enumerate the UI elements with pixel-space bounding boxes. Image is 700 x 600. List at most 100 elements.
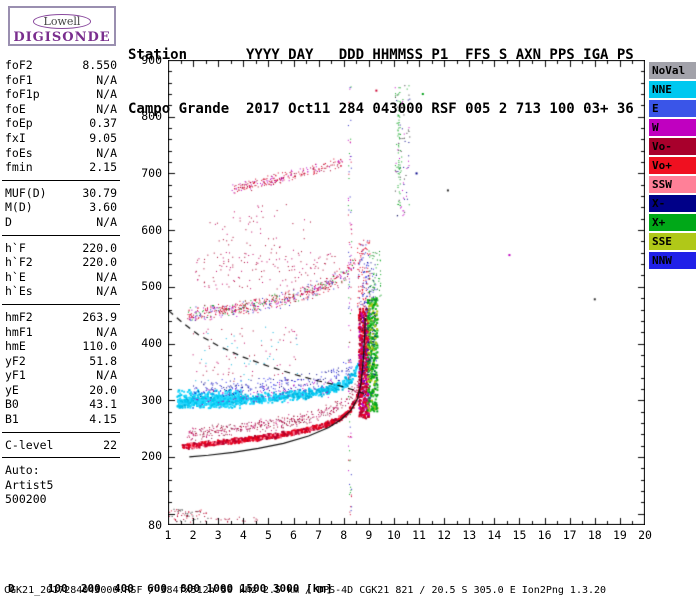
- param-row: yE 20.0: [2, 383, 120, 398]
- lowell-digisonde-logo: Lowell DIGISONDE: [8, 6, 116, 46]
- y-tick-label: 400: [141, 336, 162, 351]
- legend-item-w: W: [649, 119, 696, 136]
- param-value: 0.37: [89, 116, 117, 131]
- param-value: 51.8: [89, 353, 117, 368]
- y-tick-label: 800: [141, 109, 162, 124]
- param-row: h`F 220.0: [2, 241, 120, 256]
- d-distance-row: D 100 200 400 600 800 1000 1500 3000 [km…: [8, 582, 333, 595]
- param-value: N/A: [96, 368, 117, 383]
- param-row: B1 4.15: [2, 412, 120, 427]
- param-label: foF1: [5, 72, 33, 87]
- logo-lowell-text: Lowell: [32, 14, 92, 29]
- param-label: hmF2: [5, 309, 33, 324]
- param-value: 220.0: [82, 255, 117, 270]
- direction-color-legend: NoVal NNE E W Vo- Vo+ SSW X- X+ SSE NNW: [649, 62, 696, 271]
- param-label: yF1: [5, 368, 26, 383]
- param-value: N/A: [96, 145, 117, 160]
- x-tick-label: 12: [437, 528, 452, 542]
- param-value: N/A: [96, 284, 117, 299]
- param-row: h`E N/A: [2, 270, 120, 285]
- logo-digisonde-text: DIGISONDE: [13, 30, 111, 45]
- x-tick-label: 14: [487, 528, 502, 542]
- x-tick-label: 20: [638, 528, 652, 542]
- param-value: 30.79: [82, 185, 117, 200]
- param-row: hmF1 N/A: [2, 325, 120, 340]
- x-tick-label: 3: [214, 528, 222, 542]
- param-row: foF1 N/A: [2, 73, 120, 88]
- param-label: foEp: [5, 116, 33, 131]
- legend-item-e: E: [649, 100, 696, 117]
- param-value: 110.0: [82, 339, 117, 354]
- param-row: foF1p N/A: [2, 87, 120, 102]
- param-label: h`F2: [5, 255, 33, 270]
- param-row: foEs N/A: [2, 146, 120, 161]
- param-value: N/A: [96, 269, 117, 284]
- x-tick-label: 17: [562, 528, 577, 542]
- param-value: 3.60: [89, 200, 117, 215]
- param-row: M(D) 3.60: [2, 200, 120, 215]
- d-muf-table: D 100 200 400 600 800 1000 1500 3000 [km…: [8, 551, 339, 600]
- y-tick-label: 600: [141, 222, 162, 237]
- y-tick-label: 900: [141, 52, 162, 67]
- x-tick-label: 1: [164, 528, 172, 542]
- param-value: N/A: [96, 101, 117, 116]
- param-row: hmE 110.0: [2, 339, 120, 354]
- panel-footer-line: Auto:: [5, 463, 40, 478]
- param-value: 22: [103, 437, 117, 452]
- param-label: hmF1: [5, 324, 33, 339]
- param-row: fxI 9.05: [2, 131, 120, 146]
- param-row: B0 43.1: [2, 397, 120, 412]
- y-tick-label: 500: [141, 279, 162, 294]
- x-tick-label: 4: [239, 528, 247, 542]
- ionogram-canvas: [168, 60, 645, 525]
- param-value: 220.0: [82, 240, 117, 255]
- param-row: yF2 51.8: [2, 354, 120, 369]
- x-tick-label: 5: [264, 528, 272, 542]
- param-row: foEp 0.37: [2, 116, 120, 131]
- x-tick-label: 13: [462, 528, 477, 542]
- x-tick-label: 6: [290, 528, 297, 542]
- legend-item-ssw: SSW: [649, 176, 696, 193]
- param-value: N/A: [96, 214, 117, 229]
- x-tick-label: 19: [612, 528, 627, 542]
- panel-footer-line: 500200: [5, 492, 47, 507]
- param-label: MUF(D): [5, 185, 47, 200]
- param-label: foF1p: [5, 87, 40, 102]
- legend-item-x: X-: [649, 195, 696, 212]
- y-tick-label: 80: [148, 517, 162, 532]
- param-row: MUF(D) 30.79: [2, 186, 120, 201]
- param-label: h`Es: [5, 284, 33, 299]
- panel-separator: [2, 179, 120, 181]
- param-row: h`F2 220.0: [2, 255, 120, 270]
- legend-item-vo: Vo+: [649, 157, 696, 174]
- param-value: N/A: [96, 324, 117, 339]
- x-tick-label: 11: [412, 528, 426, 542]
- y-tick-label: 300: [141, 392, 162, 407]
- param-label: yF2: [5, 353, 26, 368]
- x-tick-label: 9: [365, 528, 373, 542]
- param-row: C-level 22: [2, 438, 120, 453]
- param-label: fxI: [5, 130, 26, 145]
- legend-item-nnw: NNW: [649, 252, 696, 269]
- panel-separator: [2, 431, 120, 433]
- param-label: yE: [5, 382, 19, 397]
- param-row: yF1 N/A: [2, 368, 120, 383]
- param-label: foF2: [5, 58, 33, 72]
- param-row: hmF2 263.9: [2, 310, 120, 325]
- param-value: 2.15: [89, 160, 117, 175]
- legend-item-noval: NoVal: [649, 62, 696, 79]
- x-tick-label: 2: [189, 528, 197, 542]
- y-tick-label: 200: [141, 449, 162, 464]
- param-label: M(D): [5, 200, 33, 215]
- param-value: N/A: [96, 72, 117, 87]
- x-tick-label: 7: [315, 528, 323, 542]
- param-value: 4.15: [89, 412, 117, 427]
- param-label: hmE: [5, 339, 26, 354]
- param-value: N/A: [96, 87, 117, 102]
- legend-item-sse: SSE: [649, 233, 696, 250]
- x-tick-label: 18: [587, 528, 602, 542]
- panel-separator: [2, 234, 120, 236]
- x-tick-label: 10: [387, 528, 401, 542]
- param-label: D: [5, 214, 12, 229]
- legend-item-nne: NNE: [649, 81, 696, 98]
